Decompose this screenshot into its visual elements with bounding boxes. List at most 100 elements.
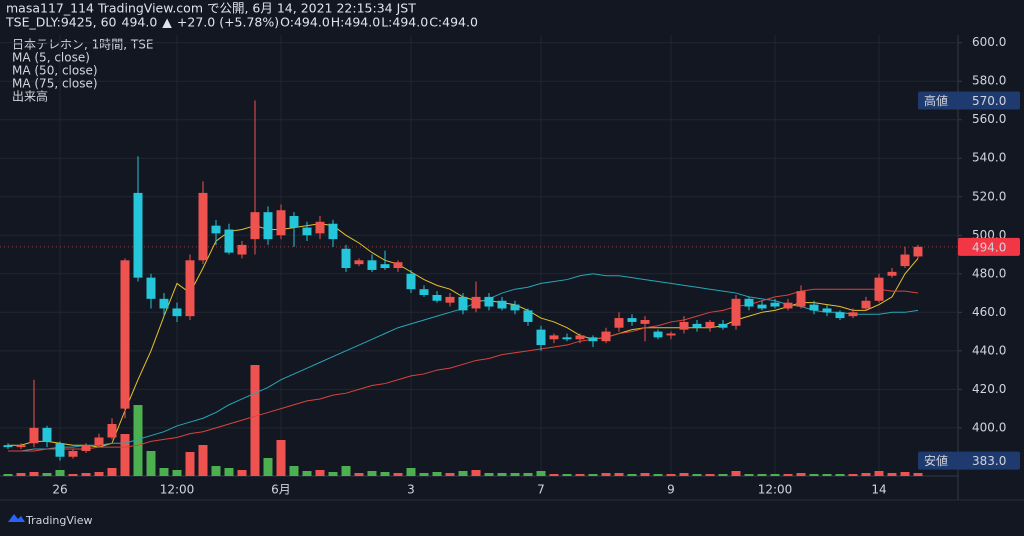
- volume-bar: [588, 474, 598, 476]
- x-tick-label: 6月: [271, 483, 291, 497]
- volume-bar: [796, 473, 806, 476]
- legend-entry: MA (75, close): [12, 77, 98, 91]
- volume-bar: [809, 474, 819, 476]
- high_marker-text: 高値: [924, 93, 948, 108]
- volume-bar: [250, 365, 260, 476]
- brand: TradingView: [25, 514, 92, 527]
- candle-body: [3, 445, 13, 448]
- low_marker-box: [918, 451, 1020, 470]
- candle-body: [133, 192, 143, 278]
- volume-bar: [328, 472, 338, 476]
- candle-body: [523, 310, 533, 322]
- x-tick-label: 3: [407, 483, 415, 497]
- volume-bar: [562, 474, 572, 476]
- chart-title: 日本テレホン, 1時間, TSE: [12, 38, 153, 52]
- header-text: 494.0: [122, 15, 158, 30]
- volume-bar: [575, 474, 585, 476]
- header-text: 494.0: [294, 15, 330, 30]
- candle-body: [289, 216, 299, 228]
- last_marker-value: 494.0: [972, 240, 1006, 254]
- volume-bar: [783, 474, 793, 476]
- candle-body: [276, 210, 286, 236]
- ma-line: [8, 288, 919, 452]
- high_marker-box: [918, 91, 1020, 110]
- volume-bar: [172, 470, 182, 476]
- volume-bar: [263, 458, 273, 476]
- header-text: 494.0: [392, 15, 428, 30]
- volume-bar: [185, 452, 195, 476]
- candle-body: [796, 291, 806, 307]
- volume-bar: [718, 474, 728, 476]
- candle-body: [107, 424, 117, 438]
- volume-bar: [419, 473, 429, 476]
- volume-bar: [900, 472, 910, 476]
- candle-body: [497, 300, 507, 309]
- volume-bar: [276, 440, 286, 476]
- candle-body: [237, 244, 247, 255]
- x-tick-label: 9: [667, 483, 675, 497]
- candle-body: [744, 298, 754, 307]
- volume-bar: [146, 451, 156, 476]
- y-tick-label: 600.0: [972, 35, 1006, 49]
- volume-bar: [757, 474, 767, 476]
- volume-bar: [770, 474, 780, 476]
- candle-body: [783, 302, 793, 309]
- volume-bar: [627, 474, 637, 476]
- volume-bar: [744, 474, 754, 476]
- candle-body: [536, 329, 546, 346]
- legend-volume: 出来高: [12, 89, 48, 104]
- legend-entry: MA (5, close): [12, 51, 90, 65]
- candle-body: [29, 427, 39, 444]
- volume-bar: [198, 445, 208, 476]
- y-tick-label: 520.0: [972, 189, 1006, 203]
- volume-bar: [393, 473, 403, 476]
- volume-bar: [133, 405, 143, 476]
- candle-body: [42, 427, 52, 442]
- brand-logo: [8, 514, 25, 522]
- volume-bar: [614, 473, 624, 476]
- candle-body: [718, 323, 728, 328]
- candle-body: [406, 273, 416, 290]
- low_marker-text: 安値: [924, 453, 948, 468]
- volume-bar: [159, 468, 169, 476]
- candle-body: [692, 323, 702, 328]
- volume-bar: [107, 468, 117, 476]
- volume-bar: [835, 474, 845, 476]
- header-text: TSE_DLY:9425, 60: [5, 15, 117, 30]
- volume-bar: [16, 473, 26, 476]
- volume-bar: [81, 473, 91, 476]
- volume-bar: [848, 474, 858, 476]
- candle-body: [822, 308, 832, 313]
- candle-body: [549, 335, 559, 340]
- candle-body: [679, 321, 689, 330]
- y-tick-label: 420.0: [972, 382, 1006, 396]
- candle-body: [458, 296, 468, 311]
- header-text: O:: [280, 15, 294, 30]
- volume-bar: [302, 471, 312, 476]
- volume-bar: [471, 470, 481, 476]
- y-tick-label: 440.0: [972, 343, 1006, 357]
- candle-body: [900, 254, 910, 267]
- candle-body: [354, 260, 364, 265]
- candle-body: [198, 192, 208, 261]
- volume-bar: [42, 473, 52, 476]
- candle-body: [640, 320, 650, 324]
- x-tick-label: 7: [537, 483, 545, 497]
- volume-bar: [315, 470, 325, 476]
- volume-bar: [432, 472, 442, 476]
- candle-body: [445, 296, 455, 303]
- candle-body: [159, 298, 169, 309]
- y-tick-label: 460.0: [972, 305, 1006, 319]
- volume-bar: [224, 468, 234, 476]
- y-tick-label: 540.0: [972, 151, 1006, 165]
- volume-bar: [666, 474, 676, 476]
- candle-body: [172, 308, 182, 317]
- candle-body: [614, 318, 624, 328]
- candle-body: [848, 312, 858, 317]
- volume-bar: [237, 470, 247, 476]
- volume-bar: [445, 473, 455, 476]
- candle-body: [757, 304, 767, 309]
- candle-body: [510, 304, 520, 311]
